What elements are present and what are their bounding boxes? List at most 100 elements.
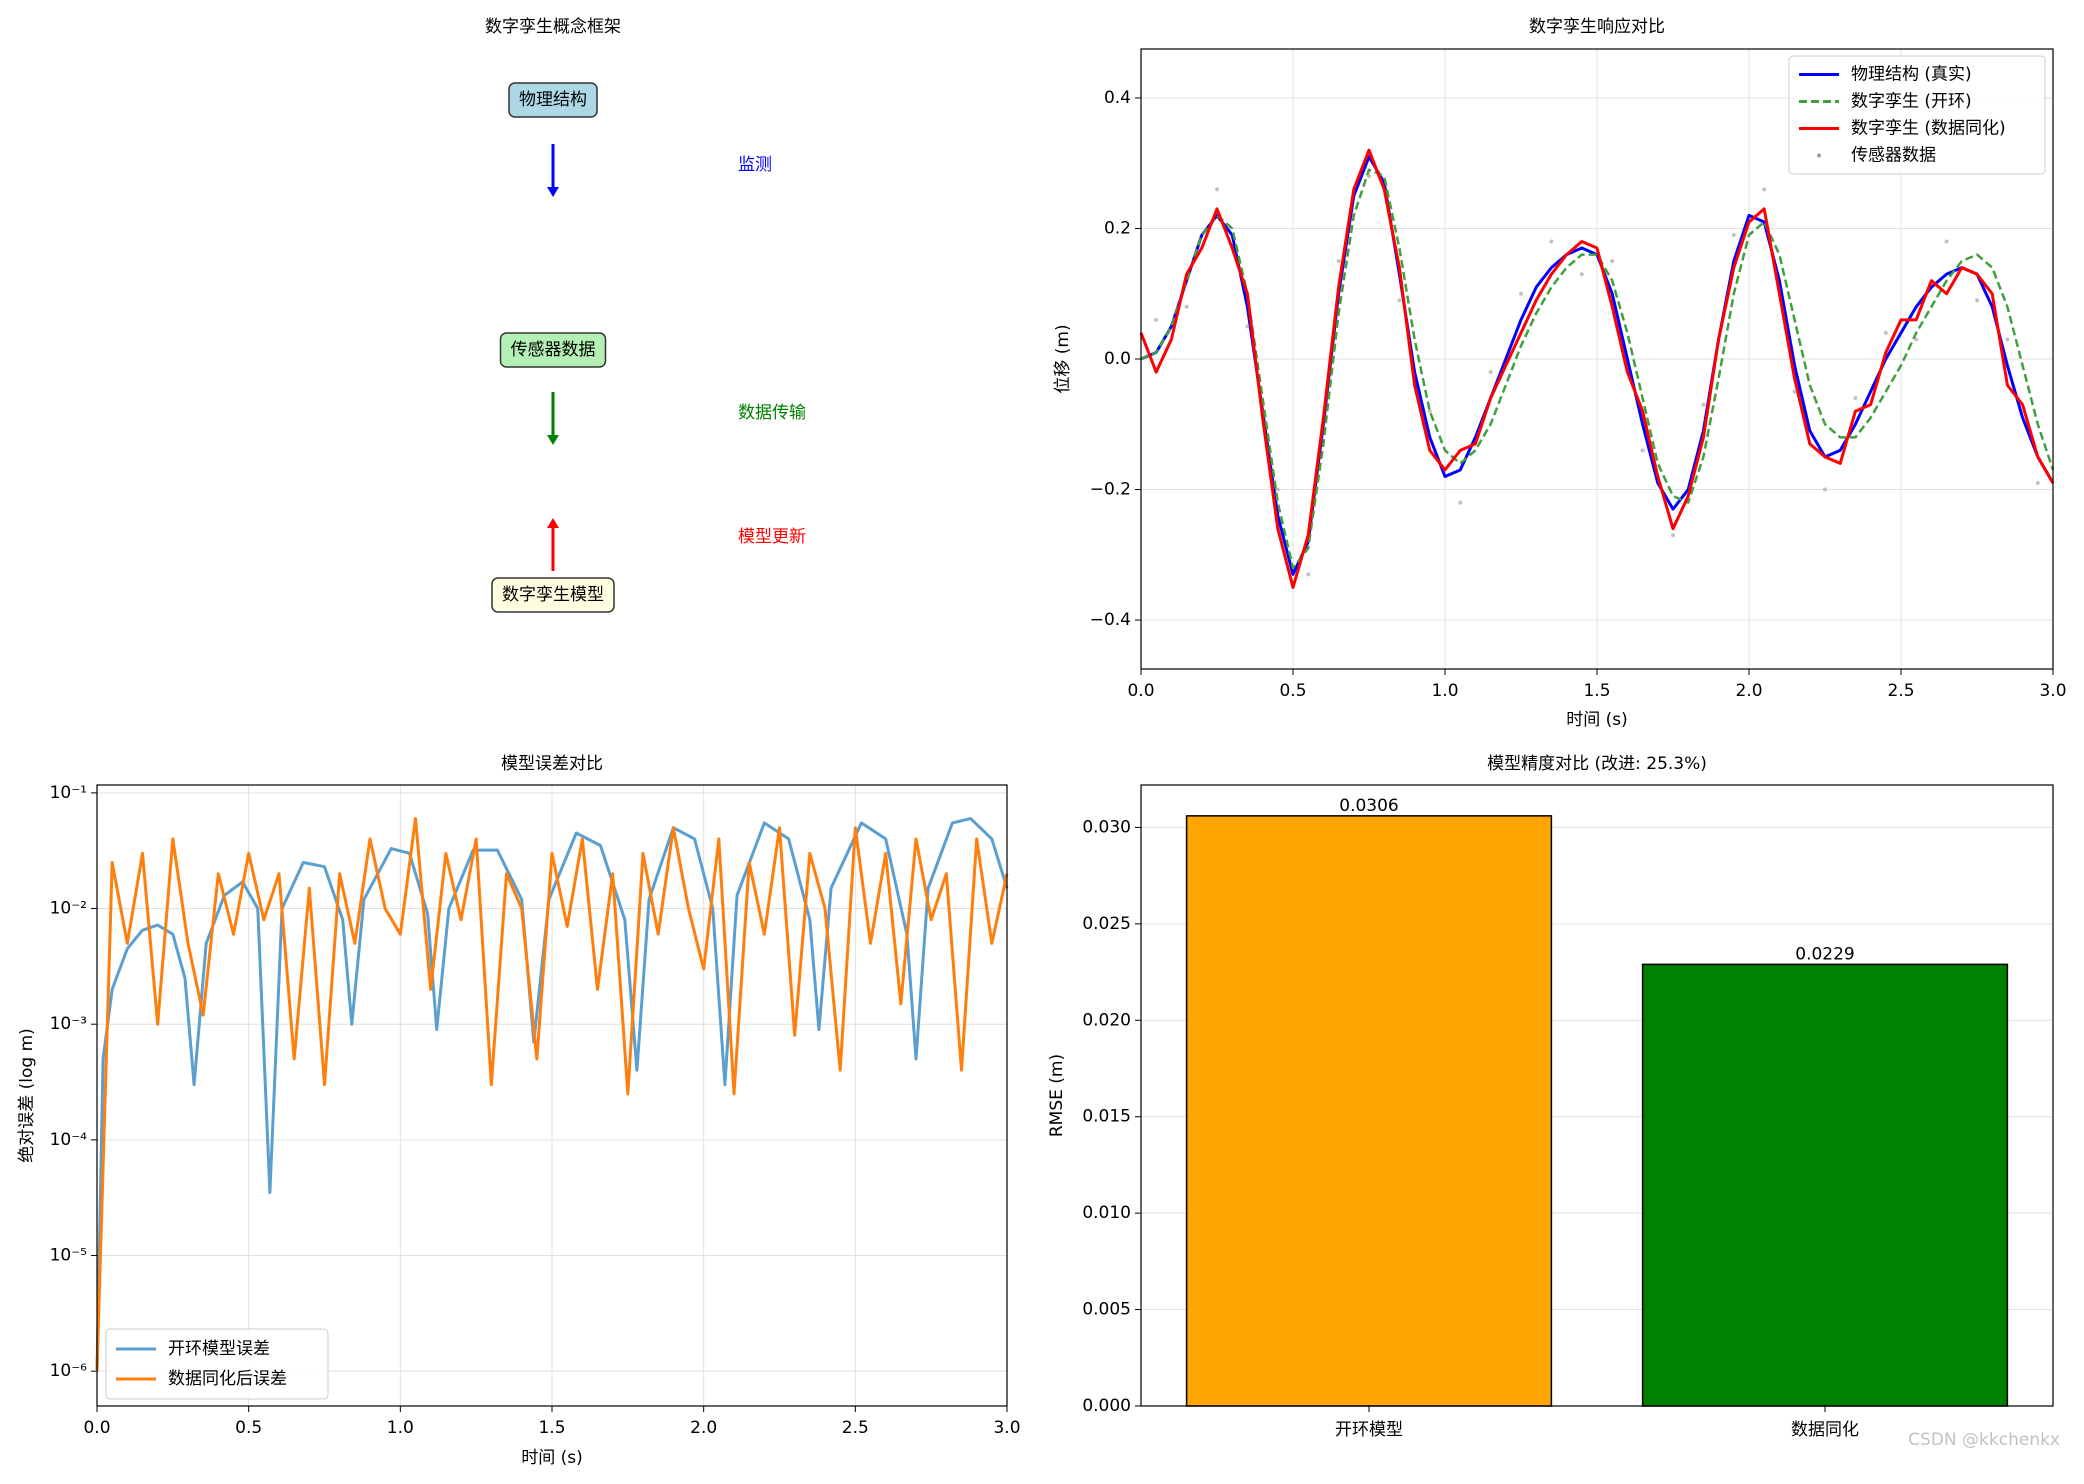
- y-tick-label: 10⁻²: [50, 899, 87, 919]
- node-box: [508, 82, 598, 118]
- y-tick-label: 10⁻³: [50, 1014, 87, 1034]
- sensor-point: [2005, 337, 2010, 342]
- series-line: [95, 817, 1009, 1372]
- legend-label: 数字孪生 (数据同化): [1851, 119, 2006, 139]
- y-tick-label: 0.4: [1104, 88, 1131, 108]
- y-tick-label: 0.020: [1082, 1010, 1131, 1030]
- x-tick-label: 3.0: [2039, 681, 2066, 701]
- y-tick-label: 0.010: [1082, 1203, 1131, 1223]
- sensor-point: [1762, 187, 1767, 192]
- sensor-point: [1671, 533, 1675, 538]
- series-line: [95, 817, 1009, 1372]
- x-axis-label: 时间 (s): [1566, 710, 1628, 730]
- y-axis-label: RMSE (m): [1047, 1054, 1067, 1137]
- edge-label: 监测: [738, 155, 772, 175]
- sensor-point: [1245, 324, 1250, 329]
- x-tick-label: 1.5: [1583, 681, 1610, 701]
- sensor-point: [1975, 298, 1979, 303]
- y-tick-label: 0.025: [1082, 914, 1131, 934]
- panel-title: 数字孪生响应对比: [1529, 17, 1665, 37]
- x-axis-label: 时间 (s): [521, 1448, 583, 1468]
- arrow-head: [547, 187, 559, 197]
- x-tick-label: 0.5: [235, 1418, 262, 1438]
- arrow-head: [547, 518, 559, 528]
- legend-label: 开环模型误差: [168, 1339, 270, 1359]
- y-tick-label: 0.000: [1082, 1396, 1131, 1416]
- axes-frame: [96, 784, 1008, 1407]
- node-box: [491, 577, 615, 613]
- sensor-point: [1792, 389, 1797, 394]
- sensor-point: [1488, 370, 1493, 375]
- sensor-point: [1883, 330, 1888, 335]
- legend-label: 数据同化后误差: [168, 1369, 287, 1389]
- x-tick-label: 0.0: [83, 1418, 110, 1438]
- edge-label: 模型更新: [738, 527, 806, 547]
- y-tick-label: 10⁻⁵: [50, 1246, 87, 1266]
- x-tick-label: 1.0: [387, 1418, 414, 1438]
- x-tick-label: 2.5: [1887, 681, 1914, 701]
- y-tick-label: −0.2: [1090, 480, 1131, 500]
- legend-label: 传感器数据: [1851, 146, 1936, 166]
- series-line: [1140, 155, 2055, 576]
- x-tick-label: 1.0: [1431, 681, 1458, 701]
- sensor-point: [1914, 337, 1919, 342]
- x-tick-label: 数据同化: [1791, 1420, 1859, 1440]
- bar: [1185, 815, 1553, 1407]
- sensor-point: [1610, 259, 1615, 264]
- sensor-point: [1215, 187, 1219, 192]
- sensor-point: [1519, 291, 1523, 296]
- y-axis-label: 绝对误差 (log m): [17, 1028, 37, 1163]
- panel-title: 模型精度对比 (改进: 25.3%): [1487, 754, 1707, 774]
- legend-label: 数字孪生 (开环): [1851, 92, 1972, 112]
- sensor-point: [1397, 298, 1402, 303]
- sensor-point: [1579, 272, 1584, 277]
- x-tick-label: 2.5: [842, 1418, 869, 1438]
- y-tick-label: 0.2: [1104, 218, 1131, 238]
- y-tick-label: 0.0: [1104, 349, 1131, 369]
- edge-label: 数据传输: [738, 403, 806, 423]
- series-line: [1140, 168, 2055, 570]
- series-line: [1139, 148, 2055, 589]
- sensor-point: [1154, 317, 1159, 322]
- x-tick-label: 3.0: [993, 1418, 1020, 1438]
- y-tick-label: 0.030: [1082, 817, 1131, 837]
- x-tick-label: 1.5: [538, 1418, 565, 1438]
- legend-box: [1788, 55, 2046, 175]
- x-tick-label: 开环模型: [1335, 1420, 1403, 1440]
- sensor-point: [1853, 396, 1858, 401]
- sensor-point: [1336, 259, 1341, 264]
- sensor-point: [1367, 174, 1371, 179]
- sensor-point: [1549, 239, 1554, 244]
- sensor-point: [1823, 487, 1827, 492]
- sensor-point: [1275, 487, 1280, 492]
- x-tick-label: 0.0: [1127, 681, 1154, 701]
- panel-title: 数字孪生概念框架: [485, 16, 621, 37]
- node-box: [499, 332, 607, 368]
- sensor-point: [1701, 402, 1706, 407]
- arrow-head: [547, 435, 559, 445]
- y-tick-label: 0.005: [1082, 1300, 1131, 1320]
- legend-swatch: [1817, 153, 1821, 158]
- sensor-point: [1731, 233, 1736, 237]
- axes-frame: [1140, 48, 2054, 670]
- sensor-point: [1944, 239, 1949, 244]
- axes-frame: [1140, 784, 2054, 1407]
- sensor-point: [1427, 409, 1432, 414]
- watermark: CSDN @kkchenkx: [1908, 1430, 2060, 1450]
- bar-value-label: 0.0306: [1339, 796, 1398, 816]
- x-tick-label: 0.5: [1279, 681, 1306, 701]
- sensor-point: [2035, 481, 2040, 485]
- sensor-point: [1184, 304, 1189, 309]
- node-label: 传感器数据: [511, 340, 596, 360]
- legend-label: 物理结构 (真实): [1851, 65, 1972, 85]
- node-label: 物理结构: [519, 90, 587, 110]
- sensor-point: [1640, 448, 1645, 453]
- panel-title: 模型误差对比: [501, 754, 603, 774]
- node-label: 数字孪生模型: [502, 585, 604, 605]
- sensor-point: [1306, 572, 1311, 577]
- y-tick-label: 10⁻⁶: [50, 1361, 88, 1381]
- x-tick-label: 2.0: [690, 1418, 717, 1438]
- x-tick-label: 2.0: [1735, 681, 1762, 701]
